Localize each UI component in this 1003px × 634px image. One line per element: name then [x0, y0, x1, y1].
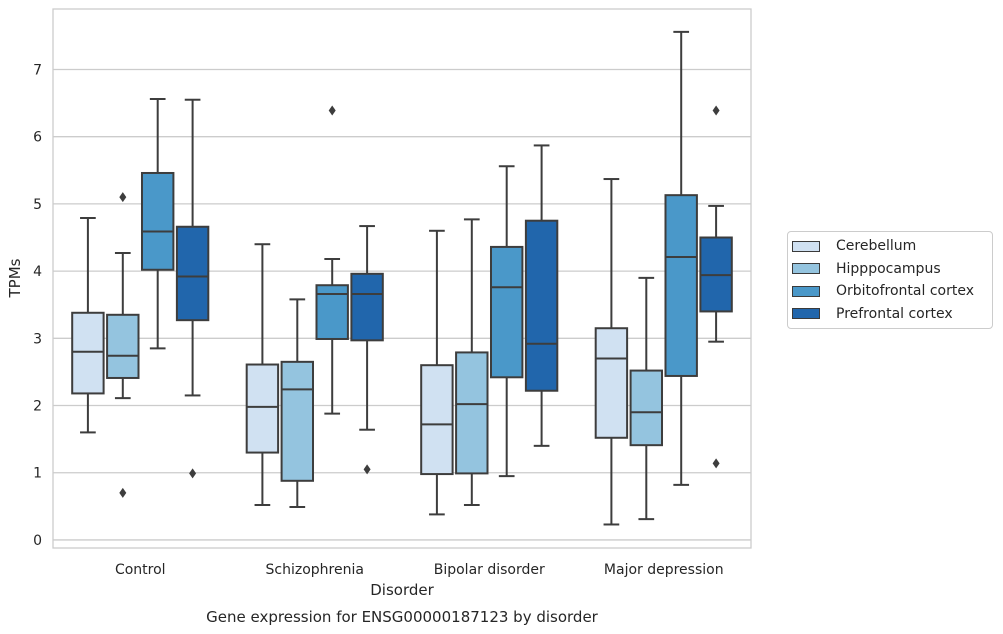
legend-swatch	[792, 263, 820, 275]
x-tick-labels: Control Schizophrenia Bipolar disorder Majo…	[115, 562, 724, 578]
y-tick-label: 7	[33, 62, 42, 78]
y-tick-label: 0	[33, 533, 42, 549]
x-tick-label: Schizophrenia	[266, 562, 364, 578]
outlier-point	[712, 105, 720, 116]
legend-label: Prefrontal cortex	[836, 305, 953, 322]
x-axis-label: Disorder	[370, 581, 434, 599]
box-plot-orbitofrontal-cortex	[489, 165, 524, 478]
legend: Cerebellum Hipppocampus Orbitofrontal cort…	[787, 231, 993, 329]
boxes	[71, 30, 733, 526]
box-plot-cerebellum	[245, 243, 280, 506]
box-plot-cerebellum	[420, 229, 454, 516]
y-tick-label: 6	[33, 130, 42, 146]
box-plot-cerebellum	[594, 178, 629, 526]
y-tick-label: 5	[33, 197, 42, 213]
x-tick-label: Major depression	[604, 562, 724, 578]
x-tick-label: Control	[115, 562, 166, 578]
legend-item: Hipppocampus	[788, 258, 992, 281]
box-plot-orbitofrontal-cortex	[315, 105, 349, 415]
box-plot-prefrontal-cortex	[524, 144, 559, 447]
box	[175, 225, 210, 322]
box-plot-hipppocampus	[629, 276, 664, 521]
y-tick-label: 4	[33, 264, 42, 280]
box-plot-hipppocampus	[455, 218, 489, 506]
box-plot-orbitofrontal-cortex	[140, 98, 175, 350]
chart-caption: Gene expression for ENSG00000187123 by d…	[206, 608, 599, 626]
y-tick-label: 3	[33, 331, 42, 347]
legend-swatch	[792, 308, 820, 320]
legend-label: Cerebellum	[836, 238, 917, 255]
legend-item: Orbitofrontal cortex	[788, 280, 992, 303]
box-plot-hipppocampus	[280, 298, 315, 509]
box	[245, 363, 280, 454]
box	[71, 311, 105, 395]
box	[420, 364, 454, 476]
outlier-point	[712, 458, 720, 469]
y-tick-labels: 0 1 2 3 4 5 6 7	[33, 62, 42, 548]
y-axis-label: TPMs	[6, 258, 24, 298]
box-plot-orbitofrontal-cortex	[664, 30, 698, 486]
box	[594, 327, 629, 439]
x-tick-label: Bipolar disorder	[434, 562, 545, 578]
box-plot-cerebellum	[71, 217, 105, 434]
legend-item: Cerebellum	[788, 235, 992, 258]
box	[629, 369, 664, 447]
outlier-point	[363, 464, 371, 475]
legend-swatch	[792, 240, 820, 252]
legend-swatch	[792, 285, 820, 297]
box	[106, 313, 140, 379]
box	[489, 245, 524, 379]
box-plot-prefrontal-cortex	[175, 98, 210, 479]
legend-label: Orbitofrontal cortex	[836, 283, 974, 300]
outlier-point	[119, 192, 127, 203]
box	[140, 171, 175, 271]
box	[455, 351, 489, 475]
y-tick-label: 1	[33, 466, 42, 482]
plot-frame	[52, 8, 752, 549]
box	[664, 194, 698, 377]
y-tick-label: 2	[33, 399, 42, 415]
box	[350, 272, 384, 342]
box-plot-prefrontal-cortex	[350, 225, 384, 475]
outlier-point	[328, 105, 336, 116]
legend-item: Prefrontal cortex	[788, 303, 992, 326]
box	[280, 360, 315, 482]
box-plot-hipppocampus	[106, 192, 140, 498]
box-plot-prefrontal-cortex	[699, 105, 733, 469]
box	[524, 219, 559, 392]
outlier-point	[119, 487, 127, 498]
legend-label: Hipppocampus	[836, 260, 941, 277]
outlier-point	[189, 468, 197, 479]
